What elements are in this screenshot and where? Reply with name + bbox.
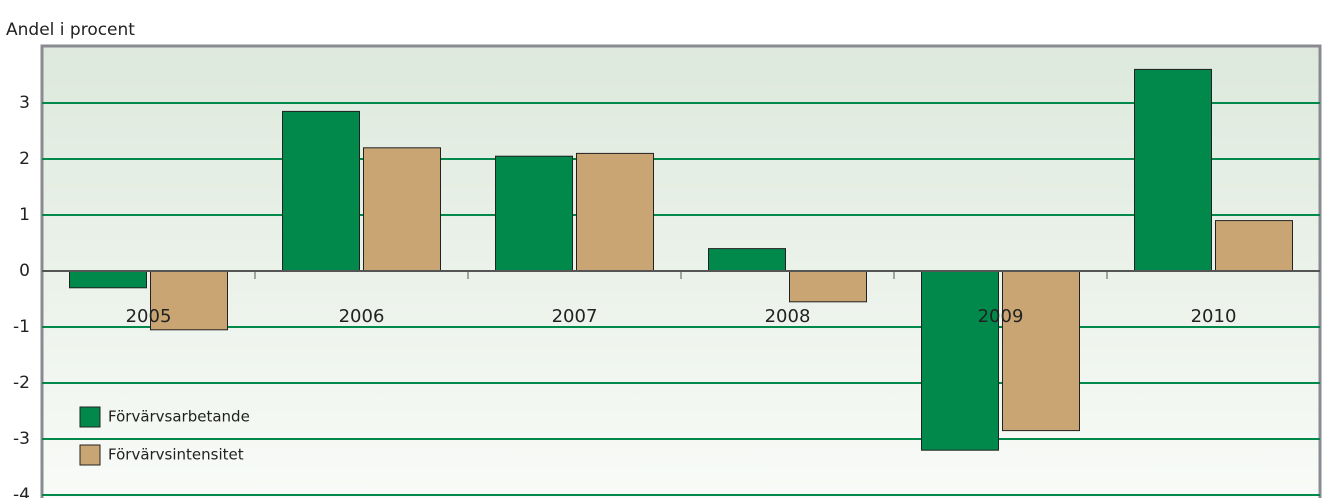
x-tick-label: 2009 <box>978 306 1024 327</box>
bar <box>150 270 228 331</box>
y-tick-label: 0 <box>19 261 30 281</box>
bar <box>708 248 786 272</box>
bar <box>69 270 147 289</box>
y-tick-label: 1 <box>19 205 30 225</box>
y-tick-label: -2 <box>13 373 30 393</box>
legend-label: Förvärvsintensitet <box>108 446 244 464</box>
legend-swatch <box>79 444 101 466</box>
y-tick-label: -3 <box>13 429 30 449</box>
x-tick-label: 2010 <box>1191 306 1237 327</box>
bar <box>921 270 999 451</box>
y-tick-label: -1 <box>13 317 30 337</box>
x-tick-label: 2005 <box>126 306 172 327</box>
x-tick-label: 2007 <box>552 306 598 327</box>
bar <box>1002 270 1080 432</box>
bar <box>495 155 573 272</box>
bar <box>1215 220 1293 272</box>
y-tick-label: -4 <box>13 485 30 498</box>
bar <box>363 147 441 272</box>
x-tick-label: 2006 <box>339 306 385 327</box>
bar <box>282 110 360 272</box>
x-tick-label: 2008 <box>765 306 811 327</box>
y-tick-label: 2 <box>19 149 30 169</box>
y-axis-title: Andel i procent <box>6 20 135 40</box>
bar <box>576 152 654 272</box>
y-tick-label: 3 <box>19 93 30 113</box>
bar <box>1134 68 1212 272</box>
legend-label: Förvärvsarbetande <box>108 408 250 426</box>
bar <box>789 270 867 303</box>
legend-swatch <box>79 406 101 428</box>
